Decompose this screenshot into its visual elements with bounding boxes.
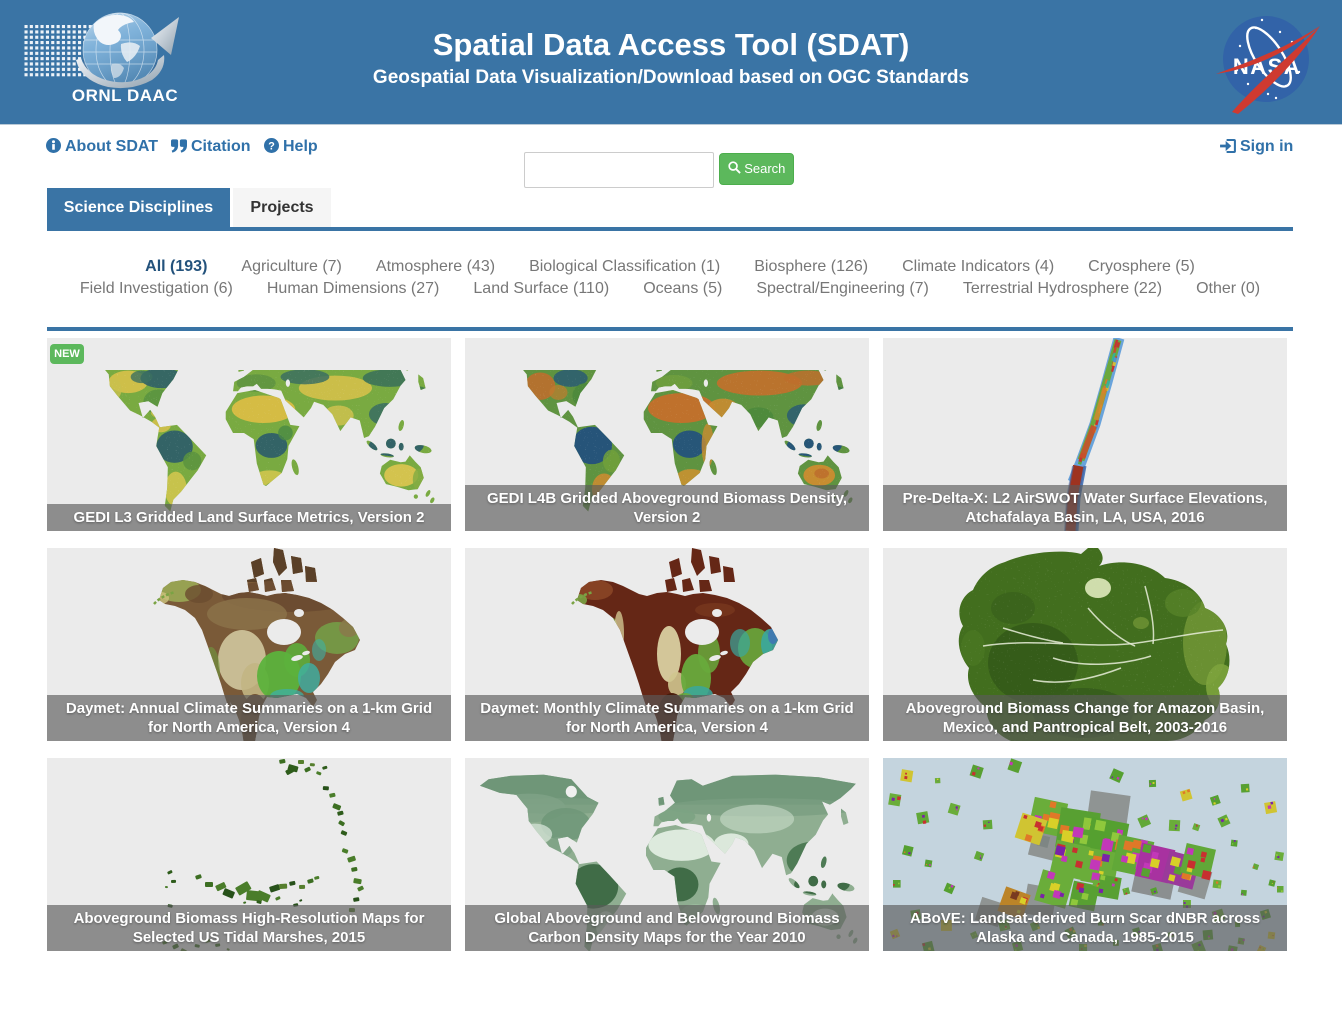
svg-text:?: ?: [268, 140, 275, 152]
svg-text:ORNL DAAC: ORNL DAAC: [72, 86, 178, 105]
